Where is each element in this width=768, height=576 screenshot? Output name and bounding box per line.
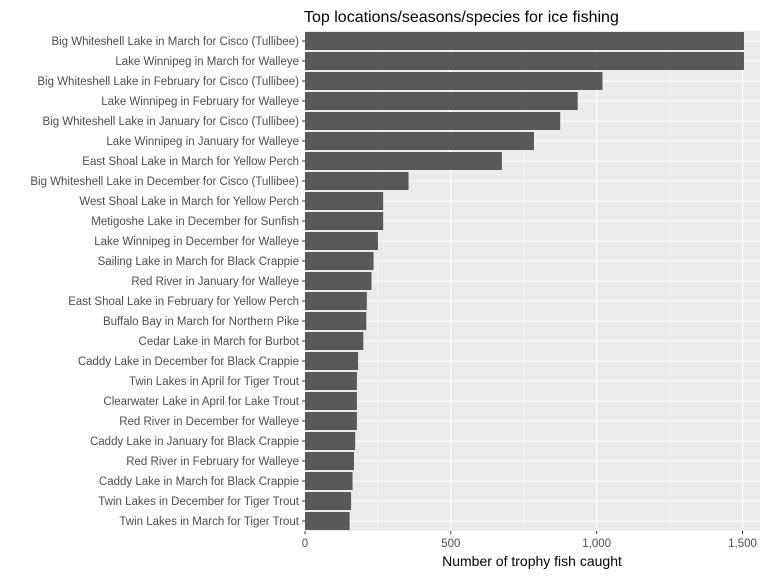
y-tick-label: Metigoshe Lake in December for Sunfish — [91, 216, 299, 228]
y-tick-label: Twin Lakes in December for Tiger Trout — [98, 496, 299, 508]
y-tick-label: Big Whiteshell Lake in December for Cisc… — [30, 176, 299, 188]
y-tick-label: Lake Winnipeg in February for Walleye — [101, 96, 299, 108]
bar — [305, 72, 603, 90]
y-tick-label: Buffalo Bay in March for Northern Pike — [103, 316, 299, 328]
bar — [305, 252, 374, 270]
y-tick-label: East Shoal Lake in March for Yellow Perc… — [82, 156, 299, 168]
x-tick-label: 0 — [302, 538, 308, 550]
y-tick-label: Big Whiteshell Lake in February for Cisc… — [37, 76, 299, 88]
x-tick-label: 500 — [441, 538, 460, 550]
bar — [305, 212, 384, 230]
bar — [305, 292, 367, 310]
y-tick-label: Big Whiteshell Lake in March for Cisco (… — [51, 36, 299, 48]
y-tick-label: Caddy Lake in January for Black Crappie — [90, 436, 299, 448]
y-tick-label: Red River in February for Walleye — [126, 456, 299, 468]
y-tick-label: West Shoal Lake in March for Yellow Perc… — [79, 196, 299, 208]
y-tick-label: Lake Winnipeg in March for Walleye — [115, 56, 299, 68]
bar — [305, 232, 378, 250]
bar — [305, 52, 744, 70]
y-tick-label: Big Whiteshell Lake in January for Cisco… — [42, 116, 299, 128]
y-tick-label: Lake Winnipeg in December for Walleye — [94, 236, 299, 248]
y-tick-label: Red River in December for Walleye — [119, 416, 299, 428]
bar — [305, 112, 561, 130]
bar — [305, 312, 367, 330]
bar — [305, 492, 352, 510]
bar — [305, 132, 534, 150]
bar — [305, 432, 356, 450]
y-tick-label: Cedar Lake in March for Burbot — [139, 336, 300, 348]
x-axis-title: Number of trophy fish caught — [442, 553, 622, 569]
bar — [305, 272, 372, 290]
y-tick-label: Twin Lakes in March for Tiger Trout — [119, 516, 299, 528]
y-tick-label: Caddy Lake in March for Black Crappie — [99, 476, 299, 488]
bar — [305, 512, 350, 530]
y-tick-label: Twin Lakes in April for Tiger Trout — [129, 376, 300, 388]
bars — [305, 32, 744, 530]
bar — [305, 152, 502, 170]
x-tick-label: 1,500 — [728, 538, 757, 550]
bar — [305, 332, 364, 350]
bar — [305, 32, 744, 50]
bar — [305, 352, 359, 370]
y-tick-label: Sailing Lake in March for Black Crappie — [98, 256, 299, 268]
bar — [305, 472, 353, 490]
chart-title: Top locations/seasons/species for ice fi… — [304, 9, 619, 26]
bar — [305, 412, 357, 430]
y-tick-label: Red River in January for Walleye — [131, 276, 299, 288]
x-tick-label: 1,000 — [582, 538, 611, 550]
y-tick-label: East Shoal Lake in February for Yellow P… — [68, 296, 299, 308]
x-axis: 0 500 1,000 1,500 — [302, 531, 757, 550]
bar — [305, 192, 384, 210]
y-axis: Big Whiteshell Lake in March for Cisco (… — [30, 36, 305, 528]
y-tick-label: Clearwater Lake in April for Lake Trout — [103, 396, 299, 408]
bar — [305, 172, 409, 190]
bar — [305, 452, 354, 470]
y-tick-label: Caddy Lake in December for Black Crappie — [78, 356, 299, 368]
bar — [305, 372, 357, 390]
bar — [305, 392, 357, 410]
bar — [305, 92, 578, 110]
y-tick-label: Lake Winnipeg in January for Walleye — [106, 136, 299, 148]
